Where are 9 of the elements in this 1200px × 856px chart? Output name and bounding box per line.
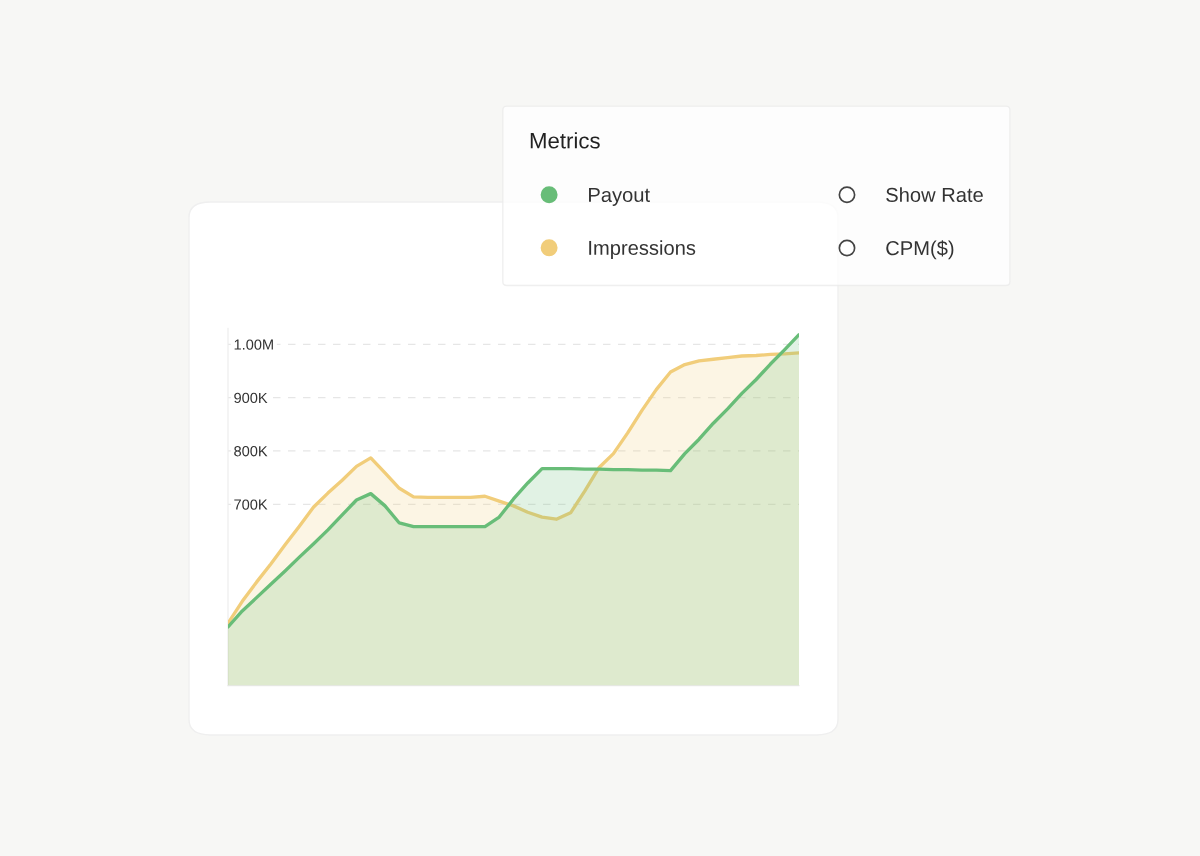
y-tick-label: 800K: [234, 446, 268, 457]
legend-label: CPM($): [886, 240, 954, 260]
legend-label: Show Rate: [886, 187, 983, 202]
y-tick-label: 1.00M: [234, 339, 273, 350]
y-tick-label: 700K: [234, 499, 268, 510]
y-tick-label: 900K: [234, 392, 268, 404]
legend-label: Impressions: [589, 240, 696, 259]
legend-title: Metrics: [530, 132, 600, 149]
legend-label: Payout: [589, 187, 650, 206]
